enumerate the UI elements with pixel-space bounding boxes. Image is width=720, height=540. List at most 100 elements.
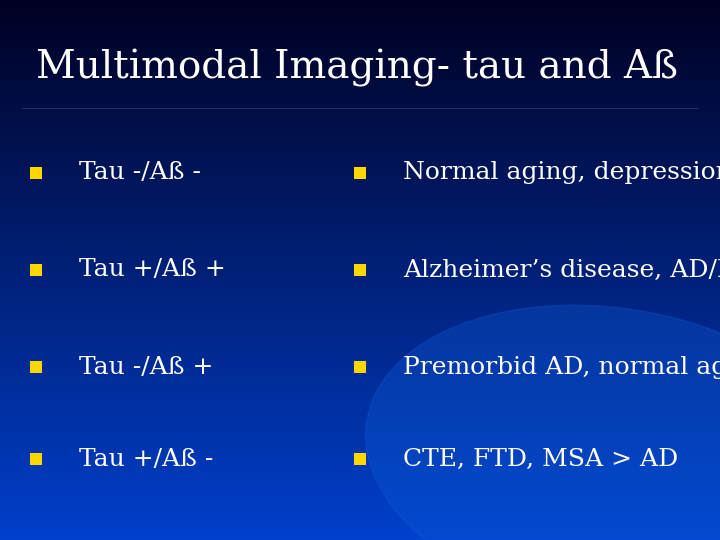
Bar <box>0 221 720 223</box>
Bar <box>0 232 720 234</box>
Bar <box>0 482 720 484</box>
Bar <box>0 238 720 239</box>
Bar <box>0 302 720 304</box>
Bar <box>0 250 720 252</box>
Bar <box>0 139 720 140</box>
Bar <box>0 326 720 328</box>
Bar <box>0 184 720 185</box>
Bar <box>0 443 720 444</box>
Bar <box>0 2 720 4</box>
Bar <box>0 61 720 63</box>
Bar <box>0 70 720 72</box>
Bar <box>0 167 720 169</box>
Bar <box>0 85 720 86</box>
Bar <box>0 517 720 518</box>
Bar <box>0 340 720 342</box>
Bar <box>0 520 720 522</box>
Bar <box>0 444 720 447</box>
Bar <box>0 234 720 236</box>
Bar <box>0 25 720 27</box>
Bar <box>0 317 720 319</box>
Bar <box>0 135 720 137</box>
Bar <box>0 39 720 42</box>
Bar <box>0 265 720 266</box>
Bar <box>0 16 720 18</box>
Bar <box>0 209 720 211</box>
Bar <box>0 344 720 346</box>
Bar <box>0 212 720 214</box>
Bar <box>0 160 720 162</box>
Bar <box>0 369 720 371</box>
Bar <box>0 509 720 511</box>
Bar <box>0 346 720 347</box>
Bar <box>0 403 720 405</box>
Bar <box>0 410 720 412</box>
Bar <box>0 412 720 414</box>
Text: Tau +/Aß -: Tau +/Aß - <box>79 448 214 470</box>
Bar <box>0 153 720 155</box>
Bar <box>0 497 720 498</box>
Bar <box>0 189 720 191</box>
Bar <box>0 96 720 97</box>
Bar <box>0 115 720 117</box>
Bar <box>0 531 720 533</box>
Bar <box>0 34 720 36</box>
Bar <box>0 342 720 344</box>
Bar <box>0 157 720 158</box>
Bar <box>0 455 720 457</box>
Bar <box>0 106 720 108</box>
Bar <box>0 461 720 463</box>
Bar <box>0 511 720 513</box>
Bar <box>0 288 720 290</box>
Bar <box>0 301 720 302</box>
Bar <box>0 120 720 123</box>
Bar <box>0 508 720 509</box>
Bar <box>0 362 720 363</box>
Bar <box>0 272 720 274</box>
Bar <box>0 293 720 295</box>
Bar <box>0 382 720 383</box>
Bar <box>0 331 720 333</box>
Bar <box>0 335 720 336</box>
Bar <box>0 400 720 401</box>
Bar <box>0 83 720 85</box>
Bar <box>0 420 720 421</box>
Bar <box>0 101 720 103</box>
Bar <box>0 501 720 502</box>
Bar <box>0 513 720 515</box>
Bar <box>0 315 720 317</box>
Bar <box>0 193 720 194</box>
Bar <box>0 389 720 390</box>
Bar <box>0 454 720 455</box>
Bar <box>0 66 720 69</box>
Bar <box>0 0 720 2</box>
Bar <box>0 200 720 201</box>
Bar <box>0 504 720 506</box>
Bar <box>0 155 720 157</box>
Bar <box>0 27 720 29</box>
Bar <box>0 79 720 81</box>
Bar <box>0 313 720 315</box>
Bar <box>0 227 720 228</box>
Bar <box>0 466 720 468</box>
Bar <box>0 236 720 238</box>
Bar <box>0 191 720 193</box>
Bar <box>0 452 720 454</box>
Bar <box>0 336 720 339</box>
Bar <box>0 36 720 38</box>
Bar <box>0 20 720 22</box>
Bar <box>0 396 720 398</box>
Bar <box>0 137 720 139</box>
Bar <box>0 180 720 182</box>
Bar <box>0 225 720 227</box>
Bar <box>0 54 720 56</box>
Bar <box>0 390 720 393</box>
Bar <box>0 417 720 420</box>
Bar <box>0 243 720 245</box>
Bar <box>0 218 720 220</box>
Bar <box>0 366 720 367</box>
Bar <box>0 535 720 536</box>
Bar <box>0 471 720 474</box>
Bar <box>0 292 720 293</box>
Bar <box>0 198 720 200</box>
